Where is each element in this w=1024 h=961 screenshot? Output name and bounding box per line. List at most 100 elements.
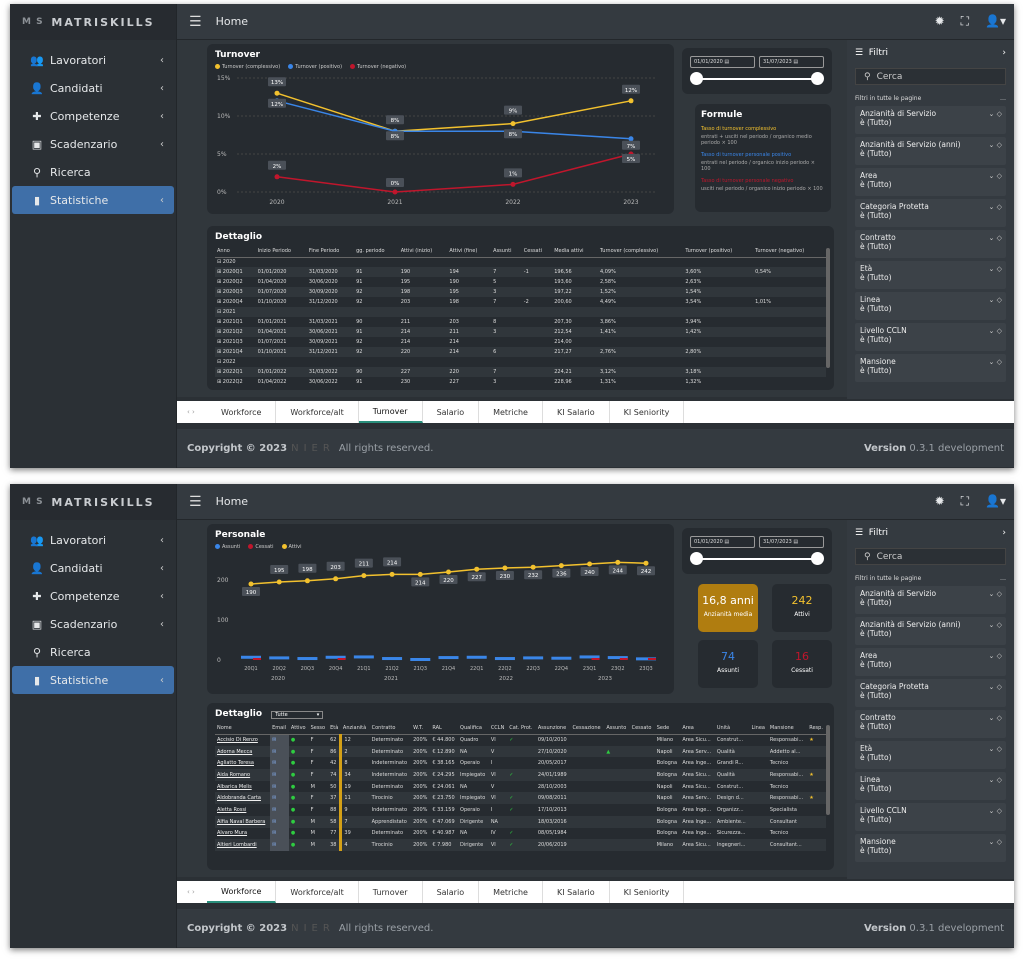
column-header[interactable]: gg. periodo bbox=[354, 246, 399, 258]
filter-search-input[interactable]: ⚲ Cerca bbox=[855, 548, 1006, 565]
table-cell[interactable]: Aletta Rossi bbox=[217, 806, 247, 813]
user-menu-icon[interactable]: 👤▾ bbox=[985, 494, 1006, 508]
cessati-bar[interactable] bbox=[648, 658, 656, 660]
tab-kisalario[interactable]: KI Salario bbox=[543, 401, 610, 423]
table-row[interactable]: Agliatto Teresa ✉ ● F 42 8 Indeterminato 200% € … bbox=[215, 757, 826, 770]
data-point[interactable] bbox=[389, 571, 395, 577]
column-header[interactable]: Qualifica bbox=[458, 723, 489, 735]
data-point[interactable] bbox=[276, 579, 282, 585]
table-row[interactable]: Aldobranda Carta ✉ ● F 37 11 Tirocinio 200% € 23… bbox=[215, 792, 826, 805]
nav-item-ricerca[interactable]: ⚲ Ricerca bbox=[12, 158, 174, 186]
table-cell[interactable]: Aldobranda Carta bbox=[215, 792, 271, 805]
table-row[interactable]: ⊞ 2020Q2 01/04/2020 30/06/2020 91 195 190 5 193… bbox=[215, 277, 826, 287]
filter-item[interactable]: Area è (Tutto) ⌄ ◇ bbox=[855, 168, 1006, 196]
table-scrollbar[interactable] bbox=[826, 248, 830, 368]
assunti-bar[interactable] bbox=[607, 656, 628, 660]
nav-item-candidati[interactable]: 👤 Candidati ‹ bbox=[12, 554, 174, 582]
table-cell[interactable]: ✉ bbox=[270, 839, 289, 851]
data-point[interactable] bbox=[392, 189, 398, 195]
table-cell[interactable]: Alvaro Mura bbox=[217, 830, 248, 837]
column-header[interactable]: Turnover (positivo) bbox=[683, 246, 754, 258]
table-cell[interactable]: ✉ bbox=[270, 745, 289, 758]
user-menu-icon[interactable]: 👤▾ bbox=[985, 14, 1006, 28]
tab-scroll-icon[interactable]: ‹ › bbox=[187, 408, 195, 416]
data-point[interactable] bbox=[510, 181, 516, 187]
slider-handle-end[interactable] bbox=[811, 552, 824, 565]
legend-item[interactable]: Turnover (positivo) bbox=[288, 64, 342, 70]
table-row[interactable]: ⊟ 2020 bbox=[215, 257, 826, 267]
tab-workforcealt[interactable]: Workforce/alt bbox=[276, 881, 359, 903]
expand-clear-icon[interactable]: ⌄ ◇ bbox=[988, 358, 1002, 366]
column-header[interactable]: Mansione bbox=[767, 723, 808, 735]
column-header[interactable]: W.T. bbox=[411, 723, 431, 735]
expand-clear-icon[interactable]: ⌄ ◇ bbox=[988, 776, 1002, 784]
legend-item[interactable]: Assunti bbox=[215, 544, 240, 550]
column-header[interactable]: Cessazione bbox=[570, 723, 605, 735]
table-cell[interactable]: ✉ bbox=[270, 792, 289, 805]
expand-clear-icon[interactable]: ⌄ ◇ bbox=[988, 590, 1002, 598]
tab-salario[interactable]: Salario bbox=[423, 401, 480, 423]
collapse-filters-icon[interactable]: › bbox=[1002, 48, 1006, 58]
data-point[interactable] bbox=[361, 573, 367, 579]
table-cell[interactable]: Alfia Naval Barbera bbox=[215, 815, 271, 828]
table-cell[interactable]: Accisio Di Renzo bbox=[217, 737, 258, 744]
assunti-bar[interactable] bbox=[579, 655, 600, 659]
settings-icon[interactable]: ✹ bbox=[934, 14, 945, 28]
tab-turnover[interactable]: Turnover bbox=[358, 401, 423, 423]
table-row[interactable]: Adorna Mecca ✉ ● F 86 2 Determinato 200% € 12.89… bbox=[215, 745, 826, 758]
table-row[interactable]: ⊟ 2022 bbox=[215, 357, 826, 367]
assunti-bar[interactable] bbox=[410, 658, 431, 661]
column-header[interactable]: Resp. bbox=[807, 723, 826, 735]
nav-item-lavoratori[interactable]: 👥 Lavoratori ‹ bbox=[12, 46, 174, 74]
date-from-input[interactable]: 01/01/2020 ▤ bbox=[690, 56, 755, 68]
data-point[interactable] bbox=[530, 564, 536, 570]
column-header[interactable]: CCLN bbox=[488, 723, 508, 735]
tab-metriche[interactable]: Metriche bbox=[479, 401, 543, 423]
column-header[interactable]: Attivi (inizio) bbox=[398, 246, 448, 258]
table-row[interactable]: ⊞ 2021Q4 01/10/2021 31/12/2021 92 220 214 6 217… bbox=[215, 347, 826, 357]
table-row[interactable]: ⊟ 2021 bbox=[215, 307, 826, 317]
data-point[interactable] bbox=[643, 560, 649, 566]
table-row[interactable]: Alvaro Mura ✉ ● M 77 39 Determinato 200% € 40.98… bbox=[215, 827, 826, 840]
collapse-filters-icon[interactable]: › bbox=[1002, 528, 1006, 538]
expand-clear-icon[interactable]: ⌄ ◇ bbox=[988, 745, 1002, 753]
filter-item[interactable]: Anzianità di Servizio è (Tutto) ⌄ ◇ bbox=[855, 586, 1006, 614]
column-header[interactable]: RAL bbox=[430, 723, 459, 735]
nav-item-scadenzario[interactable]: ▣ Scadenzario ‹ bbox=[12, 610, 174, 638]
cessati-bar[interactable] bbox=[337, 658, 346, 660]
nav-item-statistiche[interactable]: ▮ Statistiche ‹ bbox=[12, 666, 174, 694]
column-header[interactable]: Età bbox=[328, 723, 341, 735]
column-header[interactable]: Email bbox=[270, 723, 289, 735]
more-icon[interactable]: … bbox=[1000, 95, 1006, 102]
data-point[interactable] bbox=[274, 174, 280, 180]
table-row[interactable]: Altieri Lombardi ✉ ● M 38 4 Tirocinio 200% € 7.9… bbox=[215, 839, 826, 851]
column-header[interactable]: Sede bbox=[654, 723, 681, 735]
detail-filter-select[interactable]: Tutte ▾ bbox=[271, 711, 324, 719]
assunti-bar[interactable] bbox=[494, 657, 515, 661]
date-from-input[interactable]: 01/01/2020 ▤ bbox=[690, 536, 755, 548]
assunti-bar[interactable] bbox=[353, 655, 374, 659]
table-cell[interactable]: Adorna Mecca bbox=[215, 745, 271, 758]
assunti-bar[interactable] bbox=[438, 656, 459, 660]
table-row[interactable]: ⊞ 2020Q1 01/01/2020 31/03/2020 91 190 194 7 -1 1… bbox=[215, 267, 826, 277]
table-row[interactable]: ⊞ 2022Q1 01/01/2022 31/03/2022 90 227 220 7 224… bbox=[215, 367, 826, 377]
table-row[interactable]: ⊞ 2022Q2 01/04/2022 30/06/2022 91 230 227 3 228… bbox=[215, 377, 826, 387]
column-header[interactable]: Anzianità bbox=[340, 723, 370, 735]
data-point[interactable] bbox=[248, 581, 254, 587]
table-cell[interactable]: Agliatto Teresa bbox=[217, 760, 254, 767]
tab-kiseniority[interactable]: KI Seniority bbox=[610, 401, 685, 423]
expand-clear-icon[interactable]: ⌄ ◇ bbox=[988, 172, 1002, 180]
table-row[interactable]: Aida Romano ✉ ● F 74 34 Indeterminato 200% € 24.… bbox=[215, 769, 826, 781]
legend-item[interactable]: Turnover (complessivo) bbox=[215, 64, 280, 70]
expand-clear-icon[interactable]: ⌄ ◇ bbox=[988, 838, 1002, 846]
column-header[interactable]: Anno bbox=[215, 246, 256, 258]
tab-salario[interactable]: Salario bbox=[423, 881, 480, 903]
filter-item[interactable]: Contratto è (Tutto) ⌄ ◇ bbox=[855, 710, 1006, 738]
filter-item[interactable]: Età è (Tutto) ⌄ ◇ bbox=[855, 261, 1006, 289]
filter-item[interactable]: Categoria Protetta è (Tutto) ⌄ ◇ bbox=[855, 679, 1006, 707]
table-cell[interactable]: ✉ bbox=[270, 769, 289, 781]
data-point[interactable] bbox=[304, 578, 310, 584]
table-row[interactable]: ⊞ 2020Q3 01/07/2020 30/09/2020 92 198 195 3 197… bbox=[215, 287, 826, 297]
assunti-bar[interactable] bbox=[241, 655, 261, 659]
table-scrollbar[interactable] bbox=[826, 725, 830, 815]
